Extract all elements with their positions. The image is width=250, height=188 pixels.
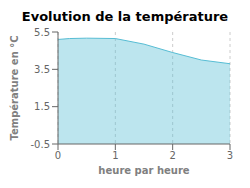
- svg-text:-0.5: -0.5: [30, 139, 50, 150]
- svg-text:3.5: 3.5: [34, 64, 50, 75]
- svg-text:2: 2: [169, 150, 175, 161]
- svg-text:heure par heure: heure par heure: [98, 165, 189, 176]
- svg-text:1: 1: [112, 150, 118, 161]
- svg-text:1.5: 1.5: [34, 101, 50, 112]
- html-text:Evolution de la température: Evolution de la température: [21, 9, 229, 24]
- svg-text:Température en °C: Température en °C: [9, 35, 20, 140]
- svg-text:0: 0: [55, 150, 61, 161]
- svg-text:3: 3: [227, 150, 233, 161]
- svg-text:5.5: 5.5: [34, 27, 50, 38]
